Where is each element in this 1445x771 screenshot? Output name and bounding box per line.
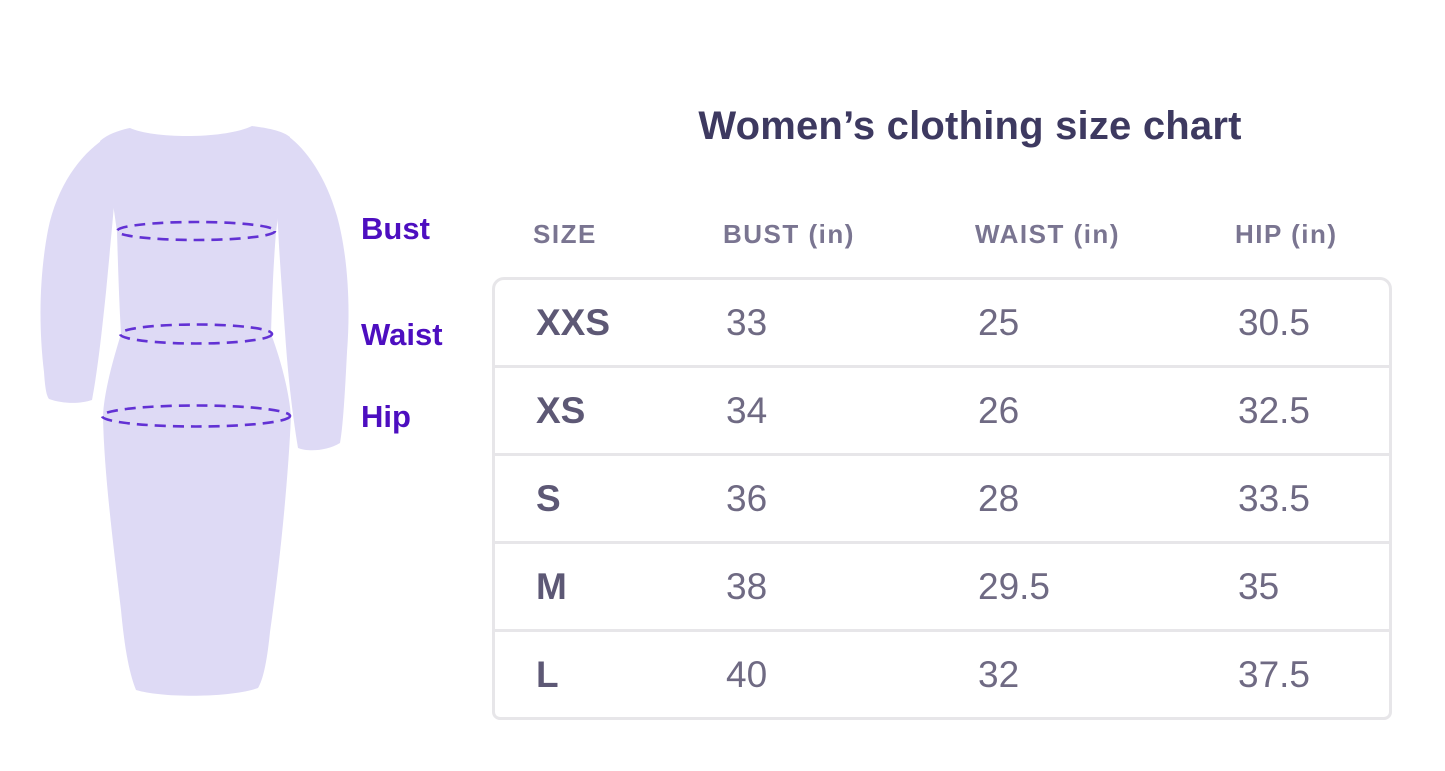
hip-cell: 30.5 (1238, 301, 1311, 343)
page-title: Women’s clothing size chart (698, 104, 1242, 148)
column-header-size: SIZE (533, 219, 597, 249)
hip-label: Hip (361, 399, 411, 434)
waist-cell: 26 (978, 389, 1020, 431)
size-cell: L (536, 653, 559, 695)
table-row: XXS 33 25 30.5 (495, 280, 1389, 365)
size-cell: S (536, 477, 561, 519)
hip-measure-ellipse (100, 404, 292, 428)
column-header-bust: BUST (in) (723, 219, 855, 249)
bust-label: Bust (361, 211, 430, 246)
table-row: S 36 28 33.5 (495, 453, 1389, 541)
hip-cell: 33.5 (1238, 477, 1311, 519)
size-cell: M (536, 565, 567, 607)
bust-cell: 38 (726, 565, 768, 607)
size-cell: XS (536, 389, 586, 431)
column-header-hip: HIP (in) (1235, 219, 1338, 249)
waist-cell: 28 (978, 477, 1020, 519)
hip-cell: 37.5 (1238, 653, 1311, 695)
bust-cell: 40 (726, 653, 768, 695)
hip-cell: 35 (1238, 565, 1280, 607)
size-cell: XXS (536, 301, 611, 343)
column-header-waist: WAIST (in) (975, 219, 1120, 249)
dress-left-sleeve (40, 139, 116, 403)
table-row: XS 34 26 32.5 (495, 365, 1389, 453)
dress-body (100, 126, 291, 696)
bust-cell: 33 (726, 301, 768, 343)
waist-cell: 25 (978, 301, 1020, 343)
table-row: M 38 29.5 35 (495, 541, 1389, 629)
bust-cell: 34 (726, 389, 768, 431)
bust-cell: 36 (726, 477, 768, 519)
bust-measure-ellipse (115, 220, 277, 242)
waist-label: Waist (361, 317, 443, 352)
table-row: L 40 32 37.5 (495, 629, 1389, 717)
waist-cell: 32 (978, 653, 1020, 695)
hip-cell: 32.5 (1238, 389, 1311, 431)
waist-cell: 29.5 (978, 565, 1051, 607)
dress-right-sleeve (277, 136, 349, 451)
waist-measure-ellipse (118, 323, 274, 345)
size-table: XXS 33 25 30.5 XS 34 26 32.5 S 36 28 33.… (492, 277, 1392, 720)
